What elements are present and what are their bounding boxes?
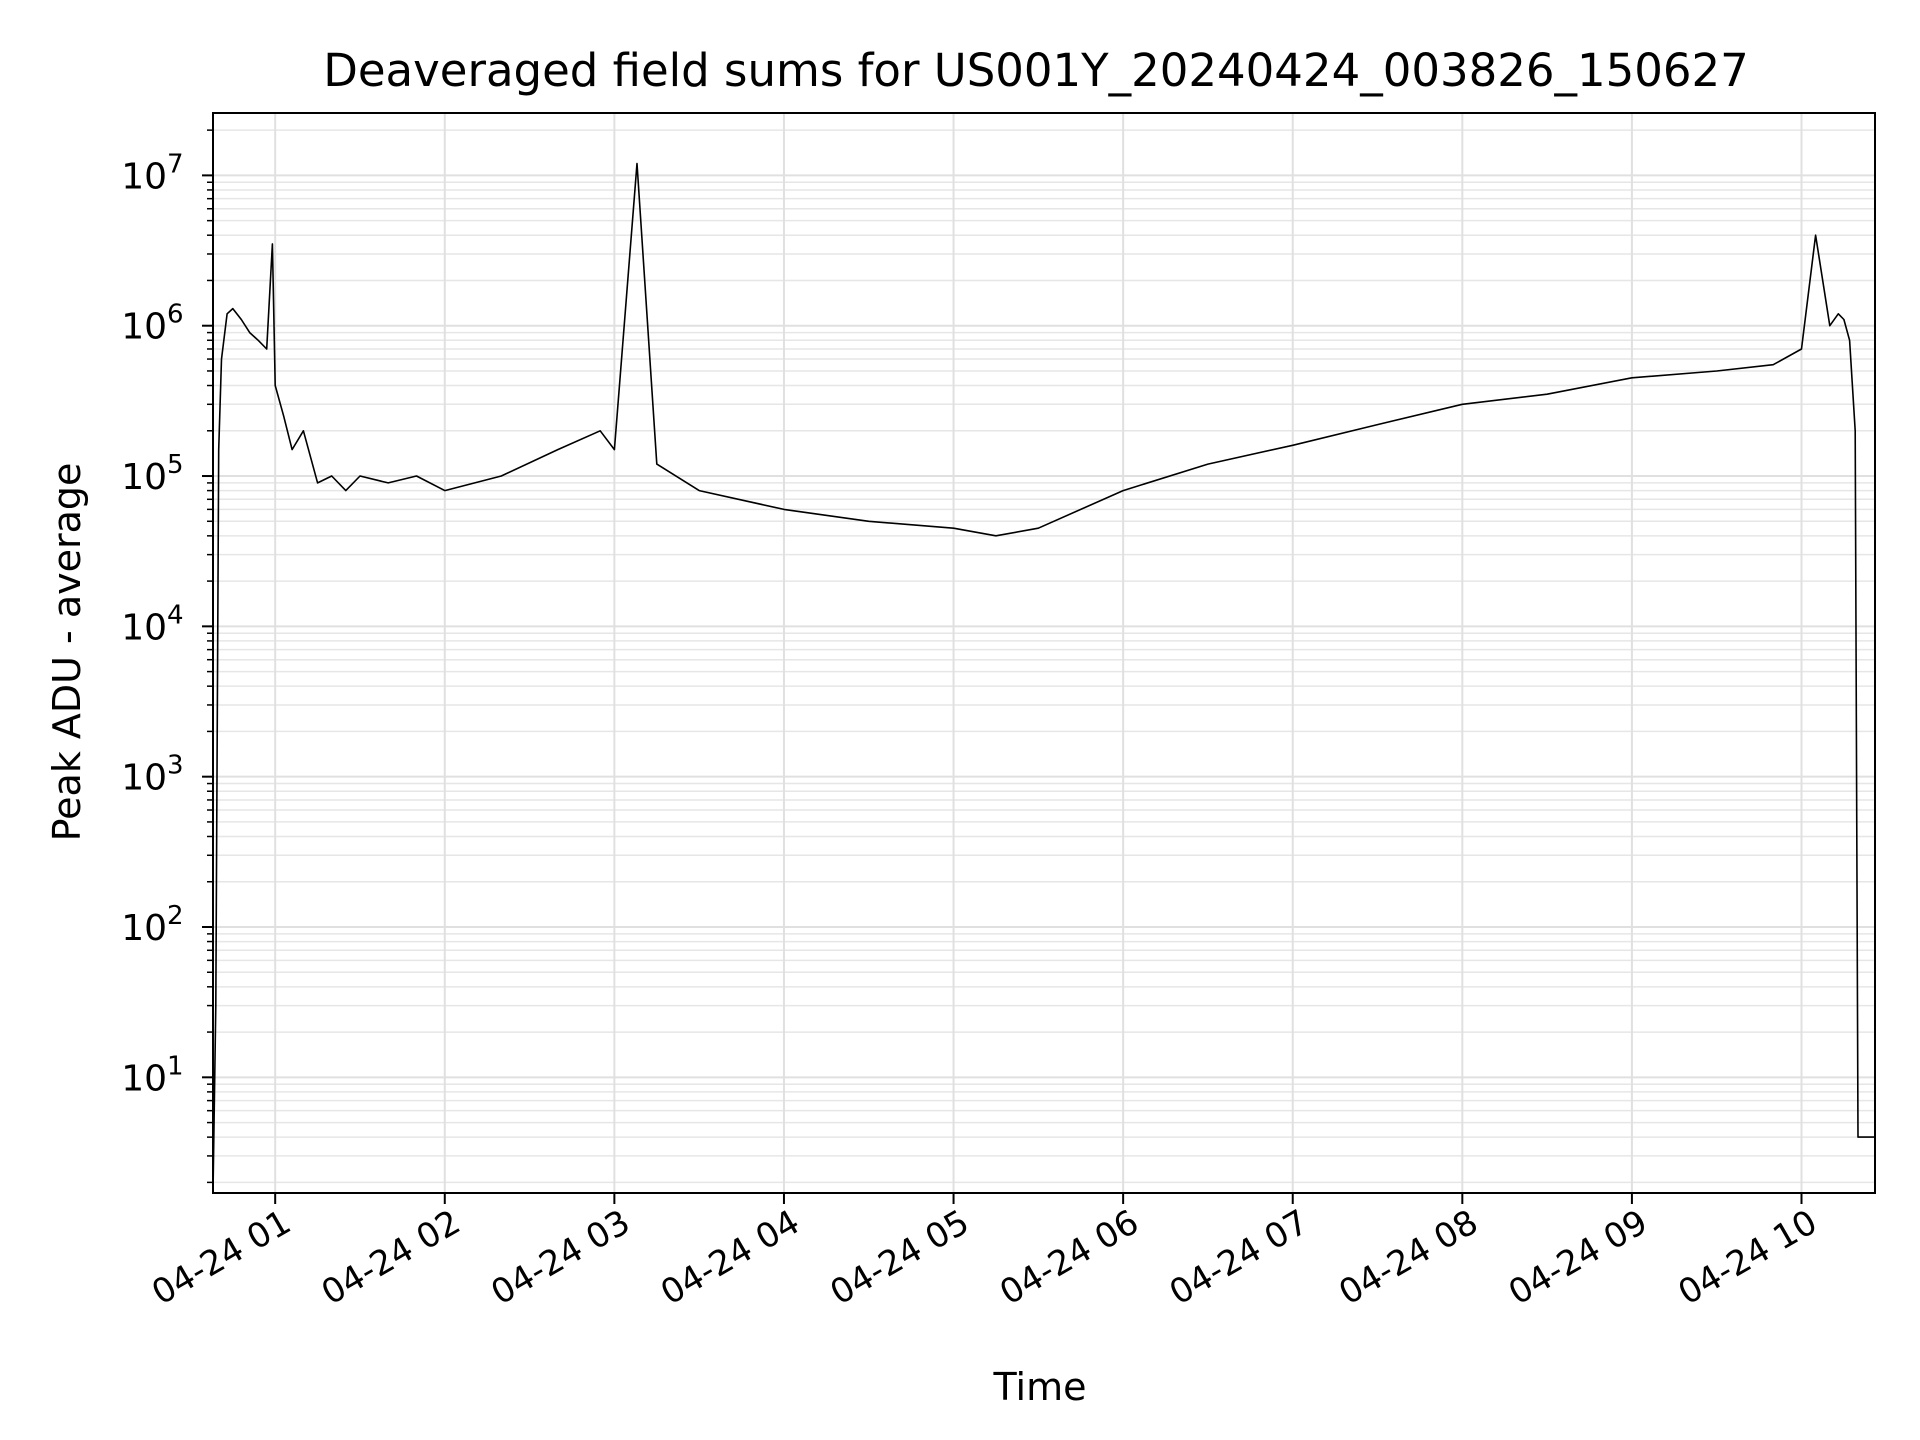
y-tick-label: 10 bbox=[121, 1058, 167, 1099]
data-layer bbox=[212, 162, 1875, 1194]
y-tick-label: 10 bbox=[121, 908, 167, 949]
y-tick-label: 10 bbox=[121, 307, 167, 348]
series-line bbox=[212, 162, 1875, 1194]
y-tick-exponent: 4 bbox=[167, 600, 184, 630]
axes-frame bbox=[212, 112, 1876, 1194]
y-tick-label: 10 bbox=[121, 457, 167, 498]
grid-layer bbox=[213, 113, 1875, 1193]
y-tick-label: 10 bbox=[121, 607, 167, 648]
y-tick-exponent: 6 bbox=[167, 300, 184, 330]
y-tick-exponent: 1 bbox=[167, 1051, 184, 1081]
y-tick-exponent: 5 bbox=[167, 450, 184, 480]
y-tick-label: 10 bbox=[121, 156, 167, 197]
y-tick-exponent: 3 bbox=[167, 751, 184, 781]
y-tick-exponent: 2 bbox=[167, 901, 184, 931]
chart-title: Deaveraged field sums for US001Y_2024042… bbox=[323, 44, 1749, 97]
y-tick-exponent: 7 bbox=[167, 149, 184, 179]
x-axis-label: Time bbox=[993, 1365, 1087, 1409]
y-axis-label: Peak ADU - average bbox=[45, 463, 89, 842]
y-tick-label: 10 bbox=[121, 758, 167, 799]
